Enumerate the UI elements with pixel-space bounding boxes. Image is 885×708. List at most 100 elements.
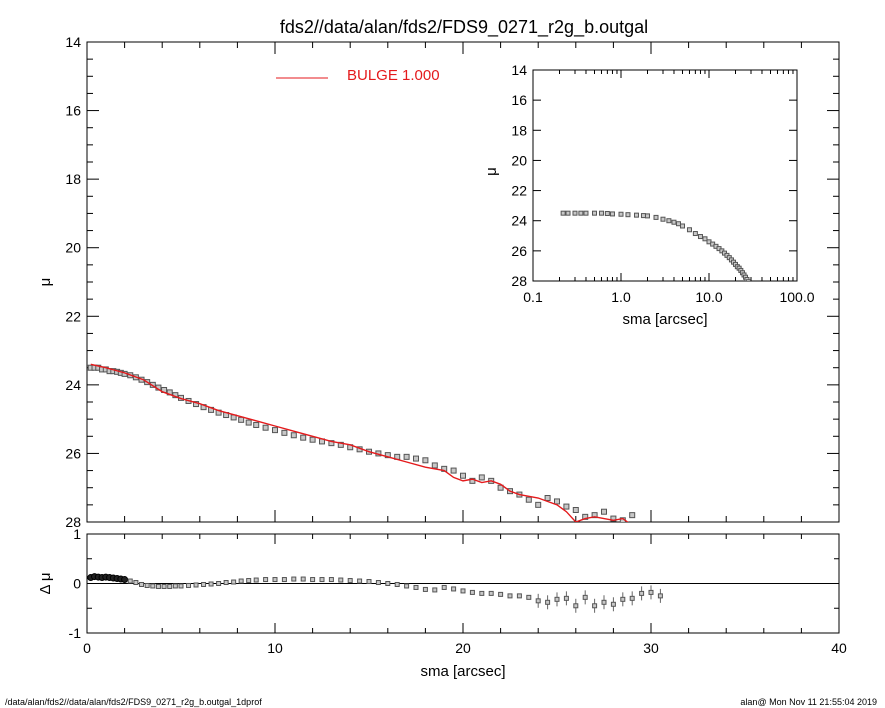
residual-point: [201, 581, 207, 587]
inset-data-point: [702, 236, 708, 242]
residual-point: [150, 583, 156, 589]
residual-point: [479, 590, 485, 596]
main-y-tick-label: 16: [65, 103, 81, 119]
data-point: [469, 477, 476, 484]
residual-point: [394, 581, 400, 587]
residual-point: [554, 596, 560, 602]
data-point: [422, 457, 429, 464]
main-panel: 14 16 18 20 22 24 26 28 μ BULGE 1.000: [37, 34, 840, 530]
main-y-tick-label: 26: [65, 445, 81, 461]
residual-point: [366, 579, 372, 585]
data-point: [582, 513, 589, 520]
residual-point: [246, 578, 252, 584]
inset-data-point: [598, 210, 604, 216]
residual-point: [657, 593, 663, 599]
data-point: [610, 515, 617, 522]
inset-data-point: [686, 227, 692, 233]
main-y-tick-label: 14: [65, 34, 81, 50]
inset-data-point: [745, 279, 751, 281]
inset-x-tick-label: 0.1: [523, 289, 543, 305]
inset-x-axis-label: sma [arcsec]: [622, 311, 707, 328]
inset-data-point: [644, 213, 650, 219]
main-y-axis-label: μ: [37, 278, 54, 287]
inset-data-point: [666, 218, 672, 224]
residual-point: [281, 577, 287, 583]
data-point: [460, 472, 466, 479]
data-point: [554, 498, 560, 505]
residual-point: [272, 577, 278, 583]
residual-point: [563, 595, 569, 601]
residual-y-tick-label: 0: [73, 576, 81, 592]
data-point: [337, 441, 344, 448]
data-point: [262, 424, 269, 431]
residual-point: [167, 583, 173, 589]
inset-x-tick-label: 10.0: [695, 289, 722, 305]
residual-point: [422, 586, 428, 592]
inset-data-point: [609, 211, 615, 217]
inset-panel: 14 16 18 20 22 24 26 280.1 1.0 10.0 100.0 sma [arcs…: [483, 62, 815, 328]
residual-point: [231, 579, 237, 585]
residual-point: [526, 594, 532, 600]
inset-data-point: [692, 231, 698, 237]
inset-x-tick-label: 100.0: [779, 289, 814, 305]
residual-point: [238, 578, 244, 584]
data-point: [290, 432, 297, 439]
residual-point: [413, 584, 419, 590]
data-point: [300, 434, 307, 441]
residual-point: [460, 588, 466, 594]
inset-y-axis-label: μ: [483, 167, 500, 176]
inset-data-point: [572, 210, 578, 216]
residual-point: [328, 577, 334, 583]
data-point: [544, 495, 551, 501]
inset-data-point: [653, 214, 659, 220]
data-point: [525, 496, 532, 503]
data-point: [563, 503, 570, 510]
data-point: [309, 436, 316, 443]
residual-point: [535, 598, 541, 604]
inset-y-tick-label: 18: [511, 122, 527, 138]
inset-y-tick-label: 16: [511, 92, 527, 108]
data-point: [535, 501, 542, 508]
data-point: [384, 452, 391, 459]
inset-y-tick-label: 26: [511, 243, 527, 259]
residual-point: [139, 581, 145, 587]
bulge-model-line: [90, 363, 629, 522]
inset-y-tick-label: 14: [511, 62, 527, 78]
inset-data-point: [633, 212, 639, 218]
inset-data-point: [675, 221, 681, 227]
footer-left: /data/alan/fds2//data/alan/fds2/FDS9_027…: [5, 697, 262, 707]
inset-y-tick-label: 22: [511, 183, 527, 199]
residual-point: [347, 578, 353, 584]
residual-point: [178, 583, 184, 589]
inset-data-point: [660, 216, 666, 222]
residual-point: [629, 595, 635, 601]
residual-point: [172, 583, 178, 589]
residual-point: [639, 590, 645, 596]
residual-point: [121, 576, 129, 584]
data-point: [497, 484, 504, 491]
residual-point: [601, 599, 607, 605]
inset-y-tick-label: 28: [511, 273, 527, 289]
main-y-tick-label: 24: [65, 377, 81, 393]
data-point: [450, 467, 457, 474]
residual-point: [441, 584, 447, 590]
main-y-tick-label: 18: [65, 171, 81, 187]
residual-point: [216, 581, 222, 586]
residual-point: [610, 601, 616, 607]
inset-data-point: [592, 210, 598, 216]
residual-point: [451, 586, 457, 592]
inset-data-point: [680, 223, 686, 229]
residual-point: [648, 589, 654, 595]
x-axis-label: sma [arcsec]: [420, 663, 505, 680]
residual-point: [155, 583, 161, 589]
residual-point: [127, 578, 133, 584]
inset-data-point: [671, 219, 677, 225]
residual-x-tick-label: 10: [267, 640, 283, 656]
residual-point: [469, 589, 475, 595]
residual-point: [253, 577, 259, 583]
data-point: [281, 429, 288, 436]
main-y-tick-label: 22: [65, 308, 81, 324]
residual-point: [432, 587, 438, 593]
residual-point: [385, 581, 391, 586]
residual-y-axis-label: Δ μ: [37, 572, 54, 594]
